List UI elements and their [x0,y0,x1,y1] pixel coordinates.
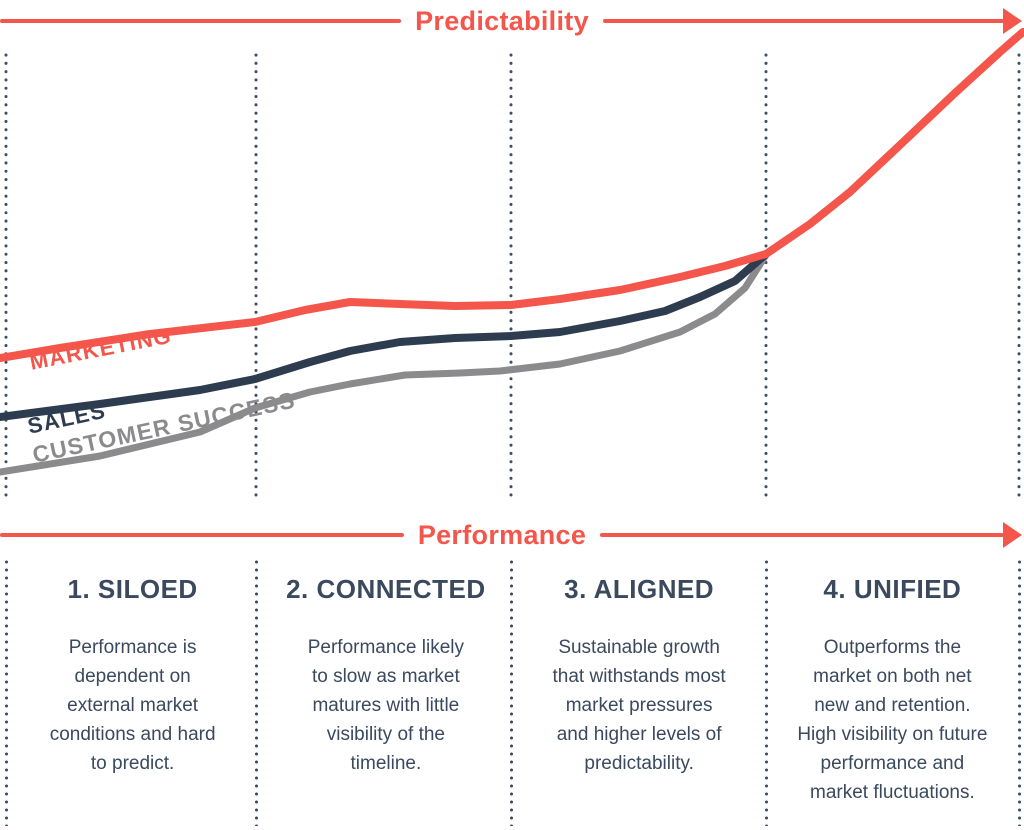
stage-aligned-description: Sustainable growth that withstands most … [552,637,726,774]
stage-divider [764,558,768,826]
stage-connected-description: Performance likely to slow as market mat… [307,637,465,774]
performance-axis-label: Performance [417,519,587,550]
stage-unified-description: Outperforms the market on both net new a… [797,637,988,803]
stage-connected-title: 2. CONNECTED [286,574,486,604]
predictability-axis-line-right [602,19,1005,23]
performance-axis-line-left [0,533,404,537]
stage-divider [1017,558,1021,826]
stage-unified: 4. UNIFIED Outperforms the market on bot… [766,558,1019,830]
performance-axis: Performance [0,519,1022,550]
predictability-axis-line-left [0,19,402,23]
stage-aligned-title: 3. ALIGNED [564,574,715,604]
predictability-axis-label: Predictability [415,5,589,36]
stage-siloed-description: Performance is dependent on external mar… [49,637,216,774]
stage-aligned: 3. ALIGNED Sustainable growth that withs… [513,558,766,830]
stage-columns: 1. SILOED Performance is dependent on ex… [6,558,1019,830]
stage-siloed: 1. SILOED Performance is dependent on ex… [6,558,259,830]
arrow-right-icon [1003,8,1023,34]
stage-unified-title: 4. UNIFIED [823,574,962,604]
stage-divider [4,558,8,826]
stage-siloed-title: 1. SILOED [67,574,198,604]
line-chart [0,28,1024,502]
predictability-axis: Predictability [0,5,1023,36]
arrow-right-icon [1003,522,1022,548]
stage-divider [509,558,513,826]
stage-connected: 2. CONNECTED Performance likely to slow … [259,558,512,830]
stage-divider [254,558,258,826]
performance-axis-line-right [600,533,1004,537]
